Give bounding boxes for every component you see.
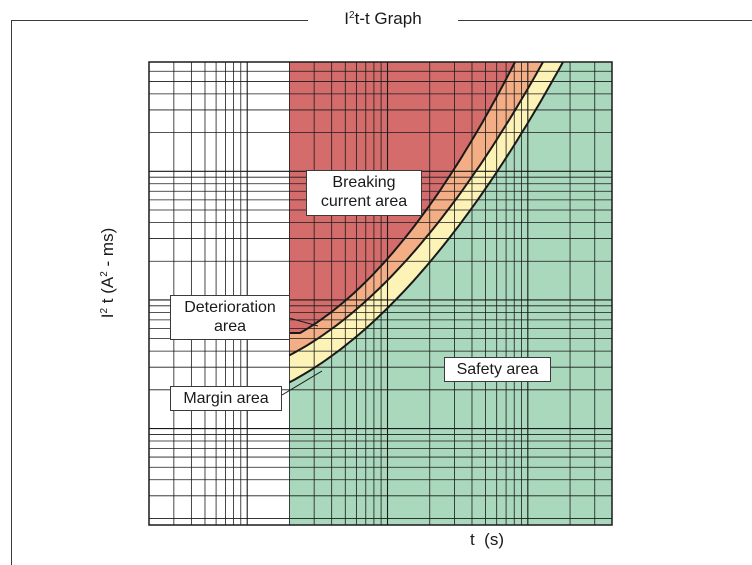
y-axis-label: I2 t (A2 - ms) (98, 227, 117, 319)
graph-title: I2t-t Graph (308, 8, 458, 30)
deterioration-label-line2: area (213, 318, 247, 335)
boundary-curve-2 (289, 61, 544, 356)
breaking-label-line2: current area (320, 193, 408, 210)
boundary-curves (289, 61, 564, 383)
safety-label-text: Safety area (456, 361, 539, 378)
margin-area-label: Margin area (170, 386, 282, 411)
x-axis-label: t (s) (470, 530, 504, 549)
boundary-curve-1 (289, 61, 516, 334)
deterioration-leader (288, 317, 319, 327)
safety-area-label: Safety area (444, 357, 551, 382)
callout-leaders (281, 317, 323, 396)
margin-leader (281, 370, 323, 396)
breaking-label-line1: Breaking (332, 174, 396, 191)
margin-label-text: Margin area (183, 390, 269, 407)
margin-region (289, 62, 612, 382)
boundary-curve-3 (289, 61, 564, 383)
deterioration-area-label: Deterioration area (170, 295, 290, 340)
breaking-current-area-label: Breaking current area (306, 170, 422, 216)
deterioration-region (289, 62, 543, 355)
area-regions (289, 62, 612, 525)
plot-border (148, 61, 613, 526)
deterioration-label-line1: Deterioration (184, 299, 276, 316)
